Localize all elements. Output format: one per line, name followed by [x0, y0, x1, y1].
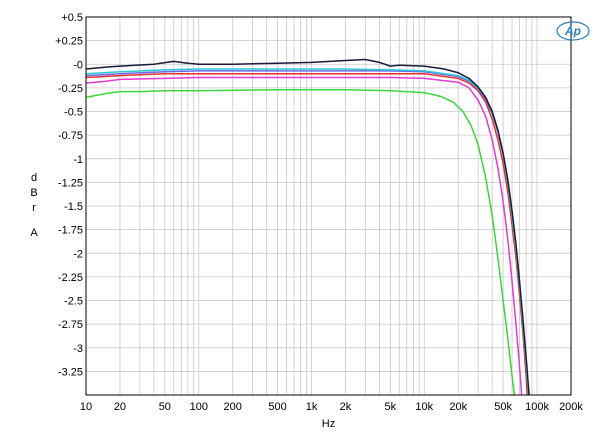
- x-tick-label: 500: [268, 401, 286, 413]
- plot-area-border: [85, 16, 572, 396]
- y-axis-title-char: B: [30, 187, 37, 199]
- x-tick-label: 200k: [559, 401, 583, 413]
- y-axis-title: dBr A: [30, 172, 38, 239]
- ap-logo-swoosh: [556, 21, 590, 41]
- x-tick-label: 50k: [494, 401, 512, 413]
- x-tick-label: 10: [80, 401, 92, 413]
- y-tick-label: -0: [73, 59, 83, 71]
- y-axis-title-char: A: [30, 227, 38, 239]
- series-line-2: [86, 76, 523, 395]
- y-tick-label: -1.5: [64, 201, 83, 213]
- x-tick-label: 20: [114, 401, 126, 413]
- x-tick-labels: 10 20 50 100 200 500 1k 2k 5k 10k 20k 50k 100k 200k: [80, 401, 584, 413]
- y-tick-label: +0.5: [61, 12, 83, 24]
- x-tick-label: 10k: [415, 401, 433, 413]
- x-tick-label: 200: [224, 401, 242, 413]
- y-tick-label: -2.75: [58, 319, 83, 331]
- series-group: [86, 58, 530, 395]
- x-axis-title: Hz: [322, 418, 335, 430]
- x-tick-label: 50: [159, 401, 171, 413]
- x-tick-label: 1k: [306, 401, 318, 413]
- y-tick-label: -3.25: [58, 366, 83, 378]
- series-line-1: [86, 89, 516, 395]
- x-tick-label: 2k: [340, 401, 352, 413]
- series-line-3: [86, 72, 529, 395]
- y-tick-label: -0.75: [58, 130, 83, 142]
- x-tick-label: 100k: [525, 401, 549, 413]
- x-tick-label: 100: [190, 401, 208, 413]
- ap-logo-text: Ap: [564, 24, 581, 38]
- ap-logo: Ap: [556, 21, 590, 41]
- y-tick-labels: +0.5 +0.25 -0 -0.25 -0.5 -0.75 -1 -1.25 -1.5 -1.7…: [55, 12, 83, 378]
- y-tick-label: -1.75: [58, 225, 83, 237]
- y-tick-label: -2.5: [64, 296, 83, 308]
- x-tick-label: 5k: [385, 401, 397, 413]
- y-axis-title-char: d: [31, 172, 37, 184]
- y-tick-label: -0.25: [58, 83, 83, 95]
- y-tick-label: -3: [73, 343, 83, 355]
- series-line-6: [86, 58, 530, 395]
- y-tick-label: -0.5: [64, 107, 83, 119]
- y-tick-label: +0.25: [55, 36, 83, 48]
- x-tick-label: 20k: [449, 401, 467, 413]
- y-tick-label: -1: [73, 154, 83, 166]
- y-tick-label: -1.25: [58, 177, 83, 189]
- y-tick-label: -2: [73, 248, 83, 260]
- y-tick-label: -2.25: [58, 272, 83, 284]
- y-axis-title-char: r: [32, 202, 36, 214]
